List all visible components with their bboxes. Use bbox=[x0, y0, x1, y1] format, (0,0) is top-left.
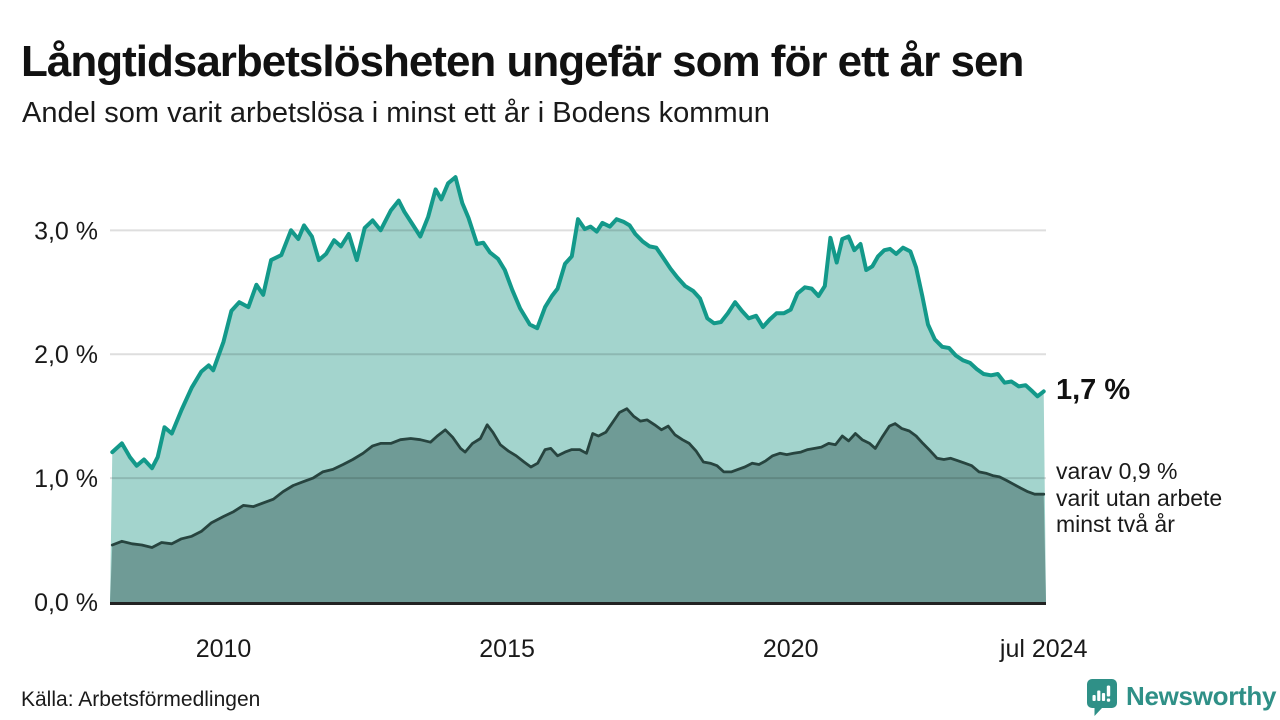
series-line-1 bbox=[110, 175, 1046, 471]
y-tick-label: 2,0 % bbox=[34, 341, 98, 369]
page-subtitle: Andel som varit arbetslösa i minst ett å… bbox=[22, 97, 770, 129]
annotation-line-1: varav 0,9 % bbox=[1056, 458, 1178, 484]
series-area-2 bbox=[110, 408, 1046, 602]
y-tick-label: 0,0 % bbox=[34, 589, 98, 617]
source-note: Källa: Arbetsförmedlingen bbox=[21, 688, 261, 711]
x-tick-label: 2010 bbox=[196, 635, 252, 663]
newsworthy-wordmark: Newsworthy bbox=[1126, 680, 1277, 711]
latest-value-label: 1,7 % bbox=[1056, 374, 1131, 406]
page-title: Långtidsarbetslösheten ungefär som för e… bbox=[21, 37, 1024, 87]
y-tick-label: 3,0 % bbox=[34, 217, 98, 245]
two-year-annotation: varav 0,9 % varit utan arbete minst två … bbox=[1056, 458, 1278, 538]
newsworthy-icon bbox=[1087, 678, 1117, 716]
annotation-line-3: minst två år bbox=[1056, 511, 1175, 537]
y-tick-label: 1,0 % bbox=[34, 465, 98, 493]
x-tick-label: 2020 bbox=[763, 635, 819, 663]
x-tick-label: 2015 bbox=[479, 635, 535, 663]
x-tick-label: jul 2024 bbox=[999, 635, 1088, 663]
series-line-2 bbox=[110, 407, 1046, 549]
annotation-line-2: varit utan arbete bbox=[1056, 484, 1223, 511]
newsworthy-logo: Newsworthy bbox=[1085, 676, 1276, 716]
